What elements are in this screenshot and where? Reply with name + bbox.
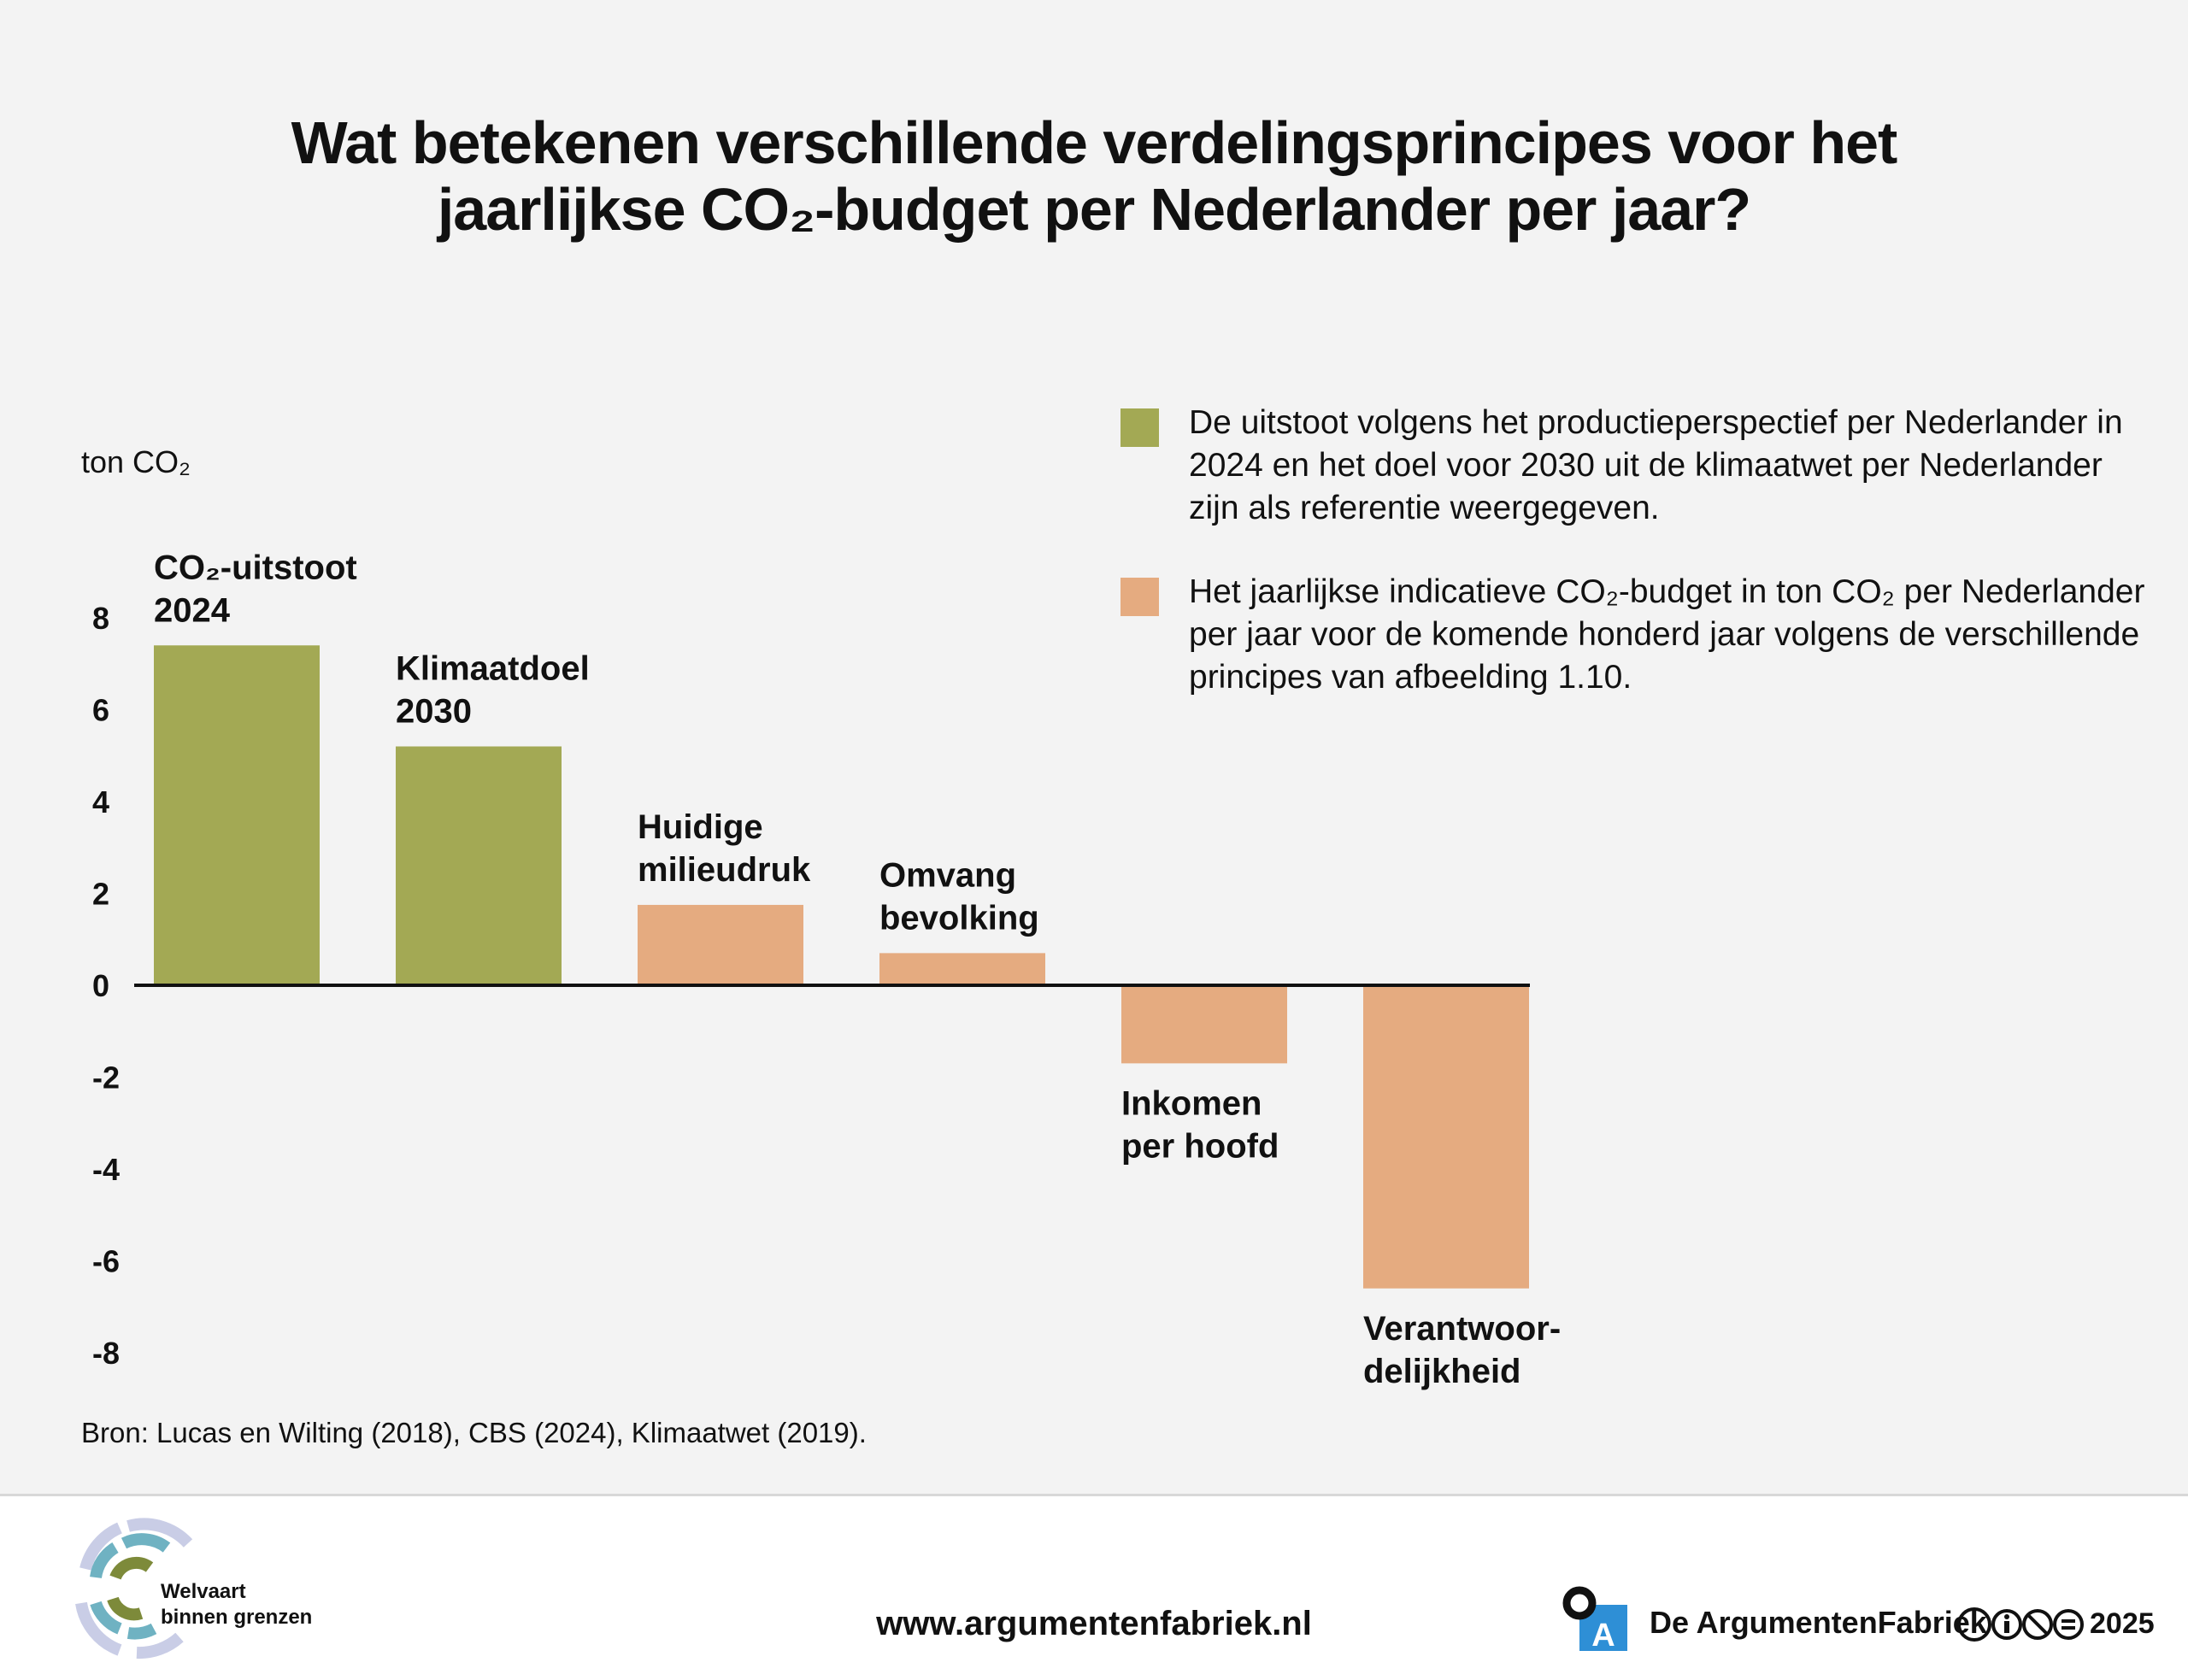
legend: De uitstoot volgens het productieperspec…: [1120, 402, 2146, 740]
bar-6: [1363, 985, 1529, 1289]
brand-name: De ArgumentenFabriek: [1650, 1605, 1987, 1640]
y-tick-label: 4: [92, 784, 109, 819]
bar-3-label: milieudruk: [638, 851, 811, 889]
bar-1-label: 2024: [154, 591, 231, 629]
argumentenfabriek-logo-icon: A: [1562, 1586, 1627, 1654]
welvaart-logo-text: Welvaart binnen grenzen: [161, 1579, 312, 1630]
logo-line-2: binnen grenzen: [161, 1606, 313, 1629]
bar-6-label: delijkheid: [1363, 1353, 1521, 1390]
y-tick-label: 0: [92, 968, 109, 1003]
legend-swatch-reference: [1120, 408, 1159, 447]
y-axis-label: ton CO₂: [81, 444, 191, 479]
y-tick-label: 2: [92, 877, 109, 912]
y-tick-label: -8: [92, 1336, 120, 1371]
y-tick-label: -6: [92, 1244, 120, 1279]
legend-text-reference: De uitstoot volgens het productieperspec…: [1189, 404, 2123, 526]
y-tick-label: 8: [92, 601, 109, 636]
bar-4: [879, 953, 1045, 985]
creative-commons-icon: [1957, 1607, 2084, 1642]
bar-5-label: per hoofd: [1121, 1127, 1279, 1165]
bar-6-label: Verantwoor-: [1363, 1310, 1561, 1348]
y-tick-label: -2: [92, 1060, 120, 1096]
welvaart-logo-icon: [75, 1518, 193, 1659]
bar-5-label: Inkomen: [1121, 1084, 1262, 1122]
bar-2-label: Klimaatdoel: [396, 650, 590, 688]
bar-1: [154, 645, 320, 985]
title-line-2: jaarlijkse CO₂-budget per Nederlander pe…: [437, 176, 1751, 243]
legend-item-budget: Het jaarlijkse indicatieve CO₂-budget in…: [1120, 571, 2146, 699]
website-link[interactable]: www.argumentenfabriek.nl: [876, 1605, 1312, 1642]
bar-3-label: Huidige: [638, 808, 763, 846]
y-tick-label: 6: [92, 693, 109, 728]
bar-4-label: bevolking: [879, 899, 1039, 937]
legend-item-reference: De uitstoot volgens het productieperspec…: [1120, 402, 2146, 530]
copyright-year: 2025: [2090, 1607, 2155, 1640]
title-line-1: Wat betekenen verschillende verdelingspr…: [291, 109, 1898, 176]
logo-line-1: Welvaart: [161, 1580, 246, 1603]
svg-text:A: A: [1591, 1618, 1615, 1654]
bar-2: [396, 746, 562, 985]
source-note: Bron: Lucas en Wilting (2018), CBS (2024…: [81, 1417, 867, 1448]
bar-5: [1121, 985, 1287, 1064]
legend-swatch-budget: [1120, 578, 1159, 616]
bar-2-label: 2030: [396, 693, 472, 731]
bar-3: [638, 904, 803, 985]
chart-title: Wat betekenen verschillende verdelingspr…: [0, 109, 2188, 243]
footer: Welvaart binnen grenzen www.argumentenfa…: [0, 1494, 2188, 1680]
bar-4-label: Omvang: [879, 856, 1016, 894]
bar-1-label: CO₂-uitstoot: [154, 549, 357, 586]
y-tick-label: -4: [92, 1152, 120, 1187]
legend-text-budget: Het jaarlijkse indicatieve CO₂-budget in…: [1189, 573, 2145, 696]
